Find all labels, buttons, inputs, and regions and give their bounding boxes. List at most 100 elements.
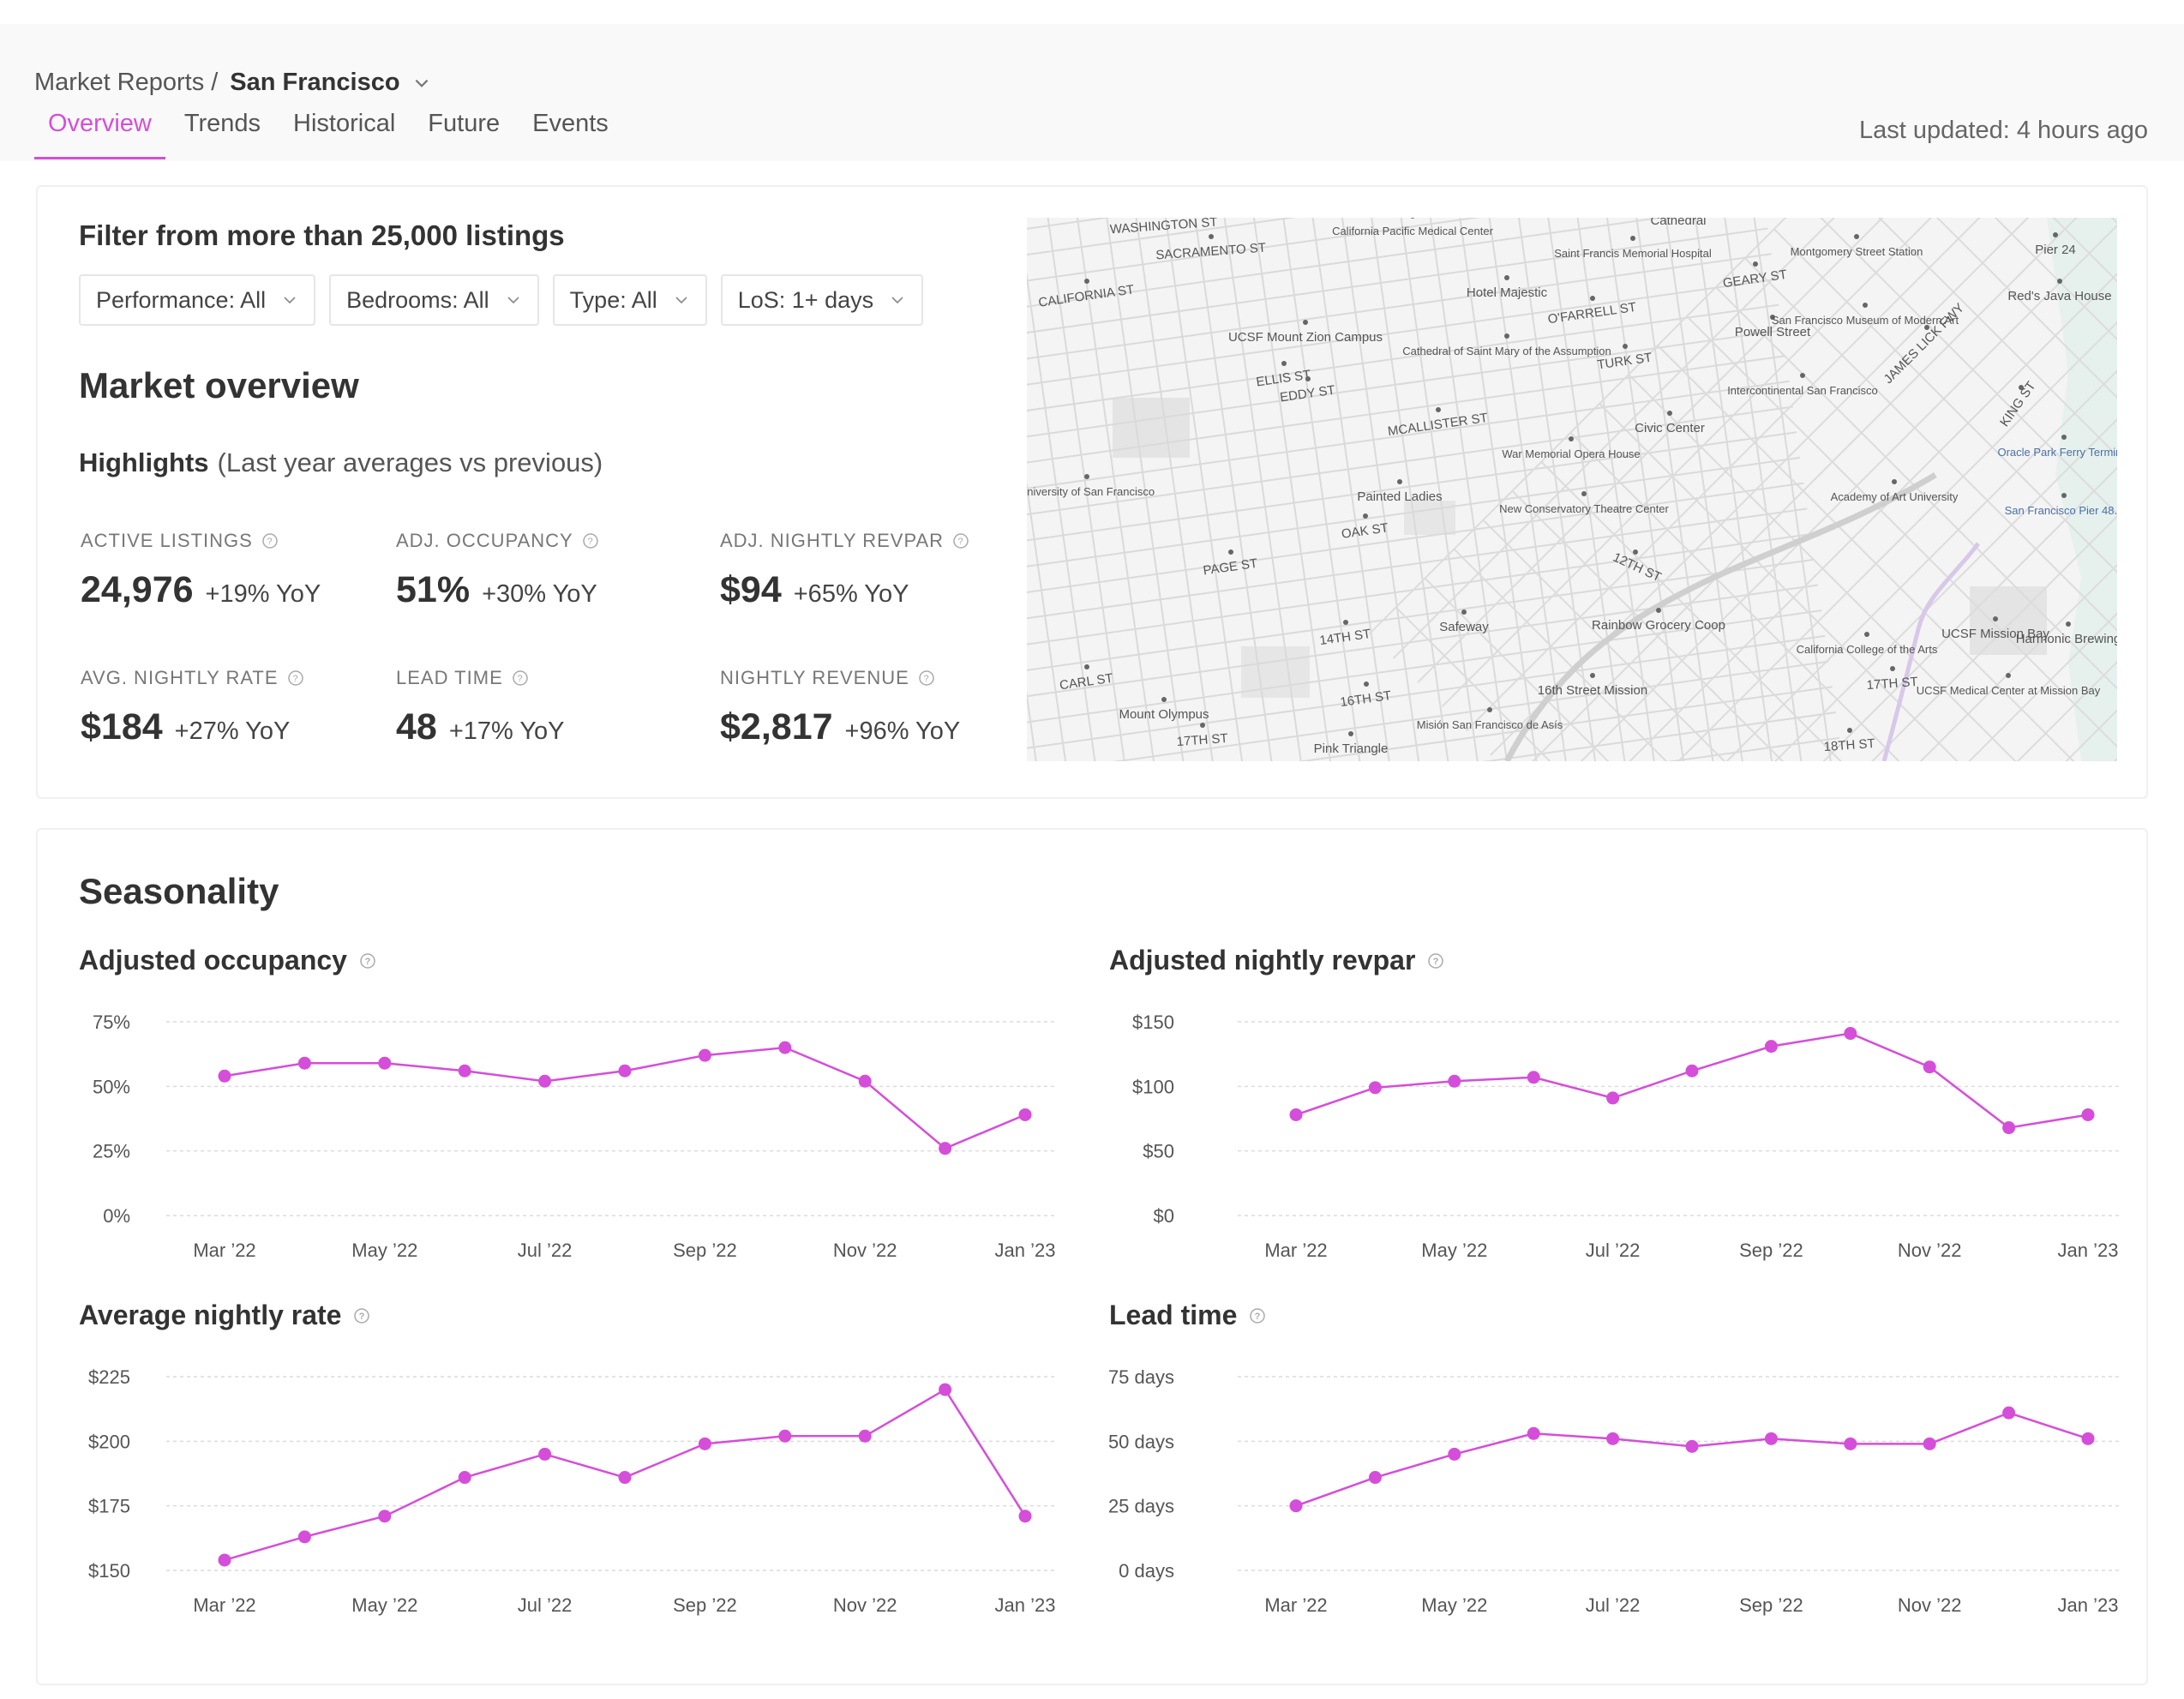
data-point[interactable] <box>1606 1091 1620 1105</box>
data-point[interactable] <box>618 1471 632 1485</box>
data-point[interactable] <box>2081 1432 2095 1445</box>
help-icon[interactable]: ? <box>1249 1307 1266 1324</box>
data-point[interactable] <box>939 1142 952 1156</box>
data-point[interactable] <box>1923 1437 1936 1450</box>
help-icon[interactable]: ? <box>261 532 279 549</box>
metric-value: 48 <box>396 706 437 747</box>
data-point[interactable] <box>618 1064 632 1078</box>
street <box>1659 257 2117 761</box>
map-label: Painted Ladies <box>1357 489 1442 504</box>
nightly-rate-chart[interactable]: $225 $200 $175 $150 Mar ’22 May ’22 Jul ’22 Sep… <box>38 1363 1066 1616</box>
map-block <box>1241 646 1310 698</box>
data-point[interactable] <box>1368 1471 1382 1485</box>
data-point[interactable] <box>1527 1071 1540 1084</box>
tab-trends[interactable]: Trends <box>183 110 261 137</box>
breadcrumb-parent-link[interactable]: Market Reports <box>34 69 205 96</box>
data-point[interactable] <box>2002 1121 2016 1135</box>
tab-overview[interactable]: Overview <box>34 110 165 159</box>
market-map[interactable]: WASHINGTON ST SACRAMENTO ST CALIFORNIA ST C… <box>1027 218 2117 761</box>
data-point[interactable] <box>858 1074 872 1088</box>
data-point[interactable] <box>458 1471 471 1485</box>
street <box>1628 374 2115 761</box>
map-label: California Pacific Medical Center <box>1332 225 1494 237</box>
map-label: Civic Center <box>1635 421 1705 435</box>
help-icon[interactable]: ? <box>353 1307 370 1324</box>
help-icon[interactable]: ? <box>359 952 376 970</box>
map-poi-dot <box>1487 707 1492 712</box>
filter-label: Type: All <box>569 286 657 313</box>
map-poi-dot <box>1303 320 1308 325</box>
data-point[interactable] <box>1018 1510 1032 1523</box>
filter-label: Bedrooms: All <box>346 286 489 313</box>
data-point[interactable] <box>1018 1108 1032 1121</box>
data-point[interactable] <box>1844 1027 1857 1041</box>
data-point[interactable] <box>778 1041 792 1054</box>
data-point[interactable] <box>858 1429 872 1443</box>
tab-historical[interactable]: Historical <box>293 110 396 137</box>
data-point[interactable] <box>218 1069 231 1083</box>
help-icon[interactable]: ? <box>512 669 529 687</box>
x-tick-label: Nov ’22 <box>1898 1594 1962 1616</box>
svg-text:?: ? <box>1433 957 1439 967</box>
data-point[interactable] <box>2002 1406 2016 1420</box>
map-poi-dot <box>1410 218 1415 219</box>
data-point[interactable] <box>1606 1432 1620 1445</box>
data-point[interactable] <box>218 1553 231 1567</box>
help-icon[interactable]: ? <box>1427 952 1444 970</box>
data-point[interactable] <box>378 1056 392 1070</box>
filter-bedrooms[interactable]: Bedrooms: All <box>329 274 539 326</box>
tab-future[interactable]: Future <box>428 110 501 137</box>
data-point[interactable] <box>458 1064 471 1078</box>
lead-time-chart[interactable]: 75 days 50 days 25 days 0 days Mar ’22 May ’2… <box>1066 1363 2121 1616</box>
data-point[interactable] <box>1448 1447 1461 1461</box>
data-point[interactable] <box>1289 1108 1303 1121</box>
tab-events[interactable]: Events <box>532 110 609 137</box>
data-point[interactable] <box>2081 1108 2095 1121</box>
street <box>1465 218 2117 732</box>
data-point[interactable] <box>1448 1074 1461 1088</box>
data-point[interactable] <box>698 1437 711 1450</box>
map-label: 16th Street Mission <box>1538 683 1647 698</box>
map-poi-dot <box>1863 303 1868 308</box>
data-point[interactable] <box>1764 1432 1778 1445</box>
data-point[interactable] <box>1685 1064 1699 1078</box>
data-point[interactable] <box>698 1048 711 1062</box>
top-bar <box>0 24 2184 161</box>
map-poi-dot <box>2006 673 2011 678</box>
data-point[interactable] <box>1685 1439 1699 1453</box>
map-label: Intercontinental San Francisco <box>1727 384 1878 397</box>
metric-avg-nightly-rate: AVG. NIGHTLY RATE ? $184 +27% YoY <box>81 667 389 748</box>
help-icon[interactable]: ? <box>582 532 599 549</box>
data-point[interactable] <box>1289 1499 1303 1513</box>
city-selector[interactable]: San Francisco <box>230 69 400 96</box>
data-point[interactable] <box>1923 1060 1936 1074</box>
data-point[interactable] <box>1844 1437 1857 1450</box>
data-point[interactable] <box>538 1447 552 1461</box>
chevron-down-icon <box>284 297 296 304</box>
data-point[interactable] <box>1527 1426 1540 1440</box>
revpar-chart[interactable]: $150 $100 $50 $0 Mar ’22 May ’22 Jul ’22 Sep ’2… <box>1066 1008 2121 1261</box>
data-point[interactable] <box>778 1429 792 1443</box>
data-point[interactable] <box>1764 1040 1778 1054</box>
map-label: Montgomery Street Station <box>1791 245 1923 258</box>
data-point[interactable] <box>1368 1081 1382 1095</box>
street <box>1635 233 2117 761</box>
map-poi-dot <box>1753 261 1758 267</box>
occupancy-chart[interactable]: 75% 50% 25% 0% Mar ’22 May ’22 Jul ’22 Sep ’22 N… <box>38 1008 1066 1261</box>
help-icon[interactable]: ? <box>952 532 969 549</box>
data-point[interactable] <box>378 1510 392 1523</box>
help-icon[interactable]: ? <box>287 669 304 687</box>
chevron-down-icon[interactable] <box>412 74 431 93</box>
data-point[interactable] <box>939 1383 952 1396</box>
data-point[interactable] <box>297 1530 311 1544</box>
data-point[interactable] <box>538 1074 552 1088</box>
help-icon[interactable]: ? <box>918 669 935 687</box>
svg-text:?: ? <box>267 537 273 547</box>
filter-type[interactable]: Type: All <box>552 274 707 326</box>
street <box>1027 278 1776 400</box>
filter-performance[interactable]: Performance: All <box>79 274 316 326</box>
data-point[interactable] <box>297 1056 311 1070</box>
filter-los[interactable]: LoS: 1+ days <box>720 274 924 326</box>
street <box>1417 218 2085 683</box>
